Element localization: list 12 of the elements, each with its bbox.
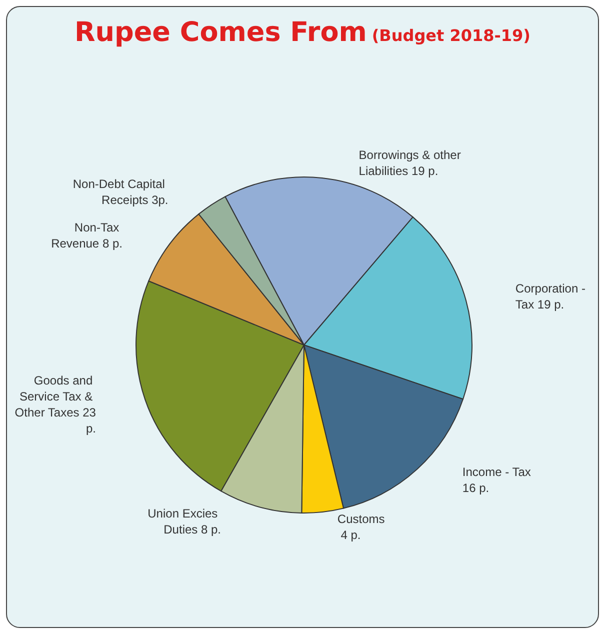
- data-label: 4 p.: [337, 528, 361, 542]
- slice-label: Non-Tax Revenue 8 p.: [51, 220, 122, 250]
- slice-label: Goods and Service Tax & Other Taxes 23 p.: [14, 374, 96, 436]
- slice-label: Non-Debt Capital Receipts 3p.: [72, 177, 168, 208]
- chart-title: Rupee Comes From: [74, 17, 367, 48]
- slice-label: Income - Tax: [462, 465, 534, 480]
- slice-label: Borrowings & other Liabilities 19 p.: [358, 148, 464, 178]
- slice-label: Customs: [337, 512, 385, 526]
- chart-subtitle: (Budget 2018-19): [372, 26, 530, 45]
- slice-label: Union Excies Duties 8 p.: [148, 506, 222, 537]
- slice-label: Corporation - Tax 19 p.: [515, 281, 589, 312]
- data-label: 16 p.: [462, 481, 490, 496]
